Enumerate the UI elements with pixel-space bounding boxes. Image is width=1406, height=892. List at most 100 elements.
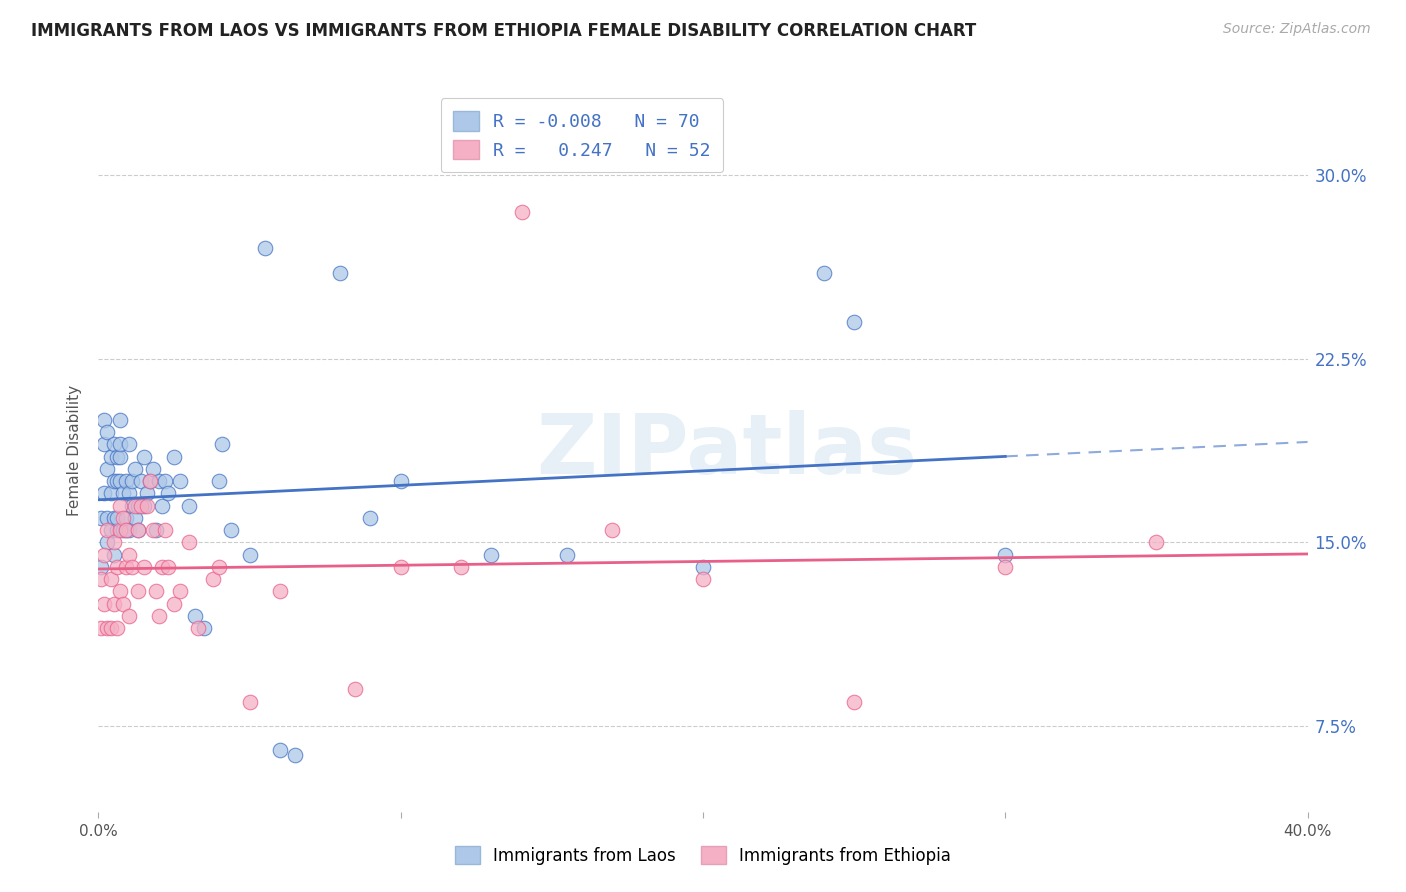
Point xyxy=(135,499,157,513)
Point xyxy=(103,535,125,549)
Point xyxy=(193,621,215,635)
Point xyxy=(148,608,170,623)
Point xyxy=(555,548,578,562)
Point xyxy=(90,621,112,635)
Point xyxy=(187,621,209,635)
Point xyxy=(114,474,136,488)
Point xyxy=(269,584,291,599)
Point xyxy=(139,474,162,488)
Point xyxy=(96,425,118,439)
Point xyxy=(105,511,128,525)
Point xyxy=(153,523,176,537)
Point xyxy=(100,572,122,586)
Point xyxy=(844,315,866,329)
Point xyxy=(179,499,201,513)
Point xyxy=(127,499,149,513)
Point xyxy=(692,572,714,586)
Point xyxy=(93,548,115,562)
Point xyxy=(103,474,125,488)
Point xyxy=(93,413,115,427)
Point xyxy=(135,486,157,500)
Point xyxy=(163,450,186,464)
Point xyxy=(100,486,122,500)
Point xyxy=(184,608,207,623)
Point xyxy=(118,608,141,623)
Point xyxy=(111,597,134,611)
Point xyxy=(108,523,131,537)
Point xyxy=(121,474,143,488)
Point xyxy=(96,621,118,635)
Y-axis label: Female Disability: Female Disability xyxy=(67,384,83,516)
Point xyxy=(100,523,122,537)
Point xyxy=(96,462,118,476)
Point xyxy=(96,523,118,537)
Point xyxy=(156,559,179,574)
Point xyxy=(389,559,412,574)
Point xyxy=(202,572,225,586)
Point xyxy=(111,486,134,500)
Point xyxy=(450,559,472,574)
Point xyxy=(105,559,128,574)
Point xyxy=(108,474,131,488)
Point xyxy=(90,511,112,525)
Point xyxy=(1144,535,1167,549)
Point xyxy=(114,523,136,537)
Point xyxy=(100,450,122,464)
Point xyxy=(105,621,128,635)
Point xyxy=(118,523,141,537)
Point xyxy=(124,511,146,525)
Legend: R = -0.008   N = 70, R =   0.247   N = 52: R = -0.008 N = 70, R = 0.247 N = 52 xyxy=(441,98,723,172)
Point xyxy=(118,548,141,562)
Point xyxy=(103,511,125,525)
Point xyxy=(481,548,503,562)
Text: IMMIGRANTS FROM LAOS VS IMMIGRANTS FROM ETHIOPIA FEMALE DISABILITY CORRELATION C: IMMIGRANTS FROM LAOS VS IMMIGRANTS FROM … xyxy=(31,22,976,40)
Point xyxy=(96,535,118,549)
Point xyxy=(129,499,152,513)
Point xyxy=(121,559,143,574)
Point xyxy=(844,694,866,708)
Point xyxy=(124,499,146,513)
Point xyxy=(269,743,291,757)
Point xyxy=(344,682,367,697)
Point xyxy=(145,523,167,537)
Point xyxy=(329,266,352,280)
Point xyxy=(121,499,143,513)
Point xyxy=(169,474,191,488)
Point xyxy=(129,474,152,488)
Point xyxy=(208,559,231,574)
Point xyxy=(360,511,382,525)
Point xyxy=(239,548,262,562)
Point xyxy=(96,511,118,525)
Point xyxy=(103,437,125,451)
Point xyxy=(114,523,136,537)
Point xyxy=(103,597,125,611)
Point xyxy=(142,462,165,476)
Point xyxy=(100,621,122,635)
Point xyxy=(148,474,170,488)
Point xyxy=(208,474,231,488)
Point xyxy=(602,523,624,537)
Point xyxy=(90,559,112,574)
Point xyxy=(105,474,128,488)
Point xyxy=(132,559,155,574)
Point xyxy=(108,450,131,464)
Point xyxy=(103,548,125,562)
Point xyxy=(150,499,173,513)
Point xyxy=(118,486,141,500)
Point xyxy=(93,486,115,500)
Point xyxy=(127,523,149,537)
Point xyxy=(150,559,173,574)
Point xyxy=(114,559,136,574)
Point xyxy=(124,462,146,476)
Point xyxy=(284,748,307,763)
Point xyxy=(111,511,134,525)
Point xyxy=(93,597,115,611)
Point xyxy=(169,584,191,599)
Point xyxy=(127,523,149,537)
Point xyxy=(93,437,115,451)
Point xyxy=(156,486,179,500)
Point xyxy=(253,241,276,255)
Point xyxy=(153,474,176,488)
Point xyxy=(118,437,141,451)
Point xyxy=(142,523,165,537)
